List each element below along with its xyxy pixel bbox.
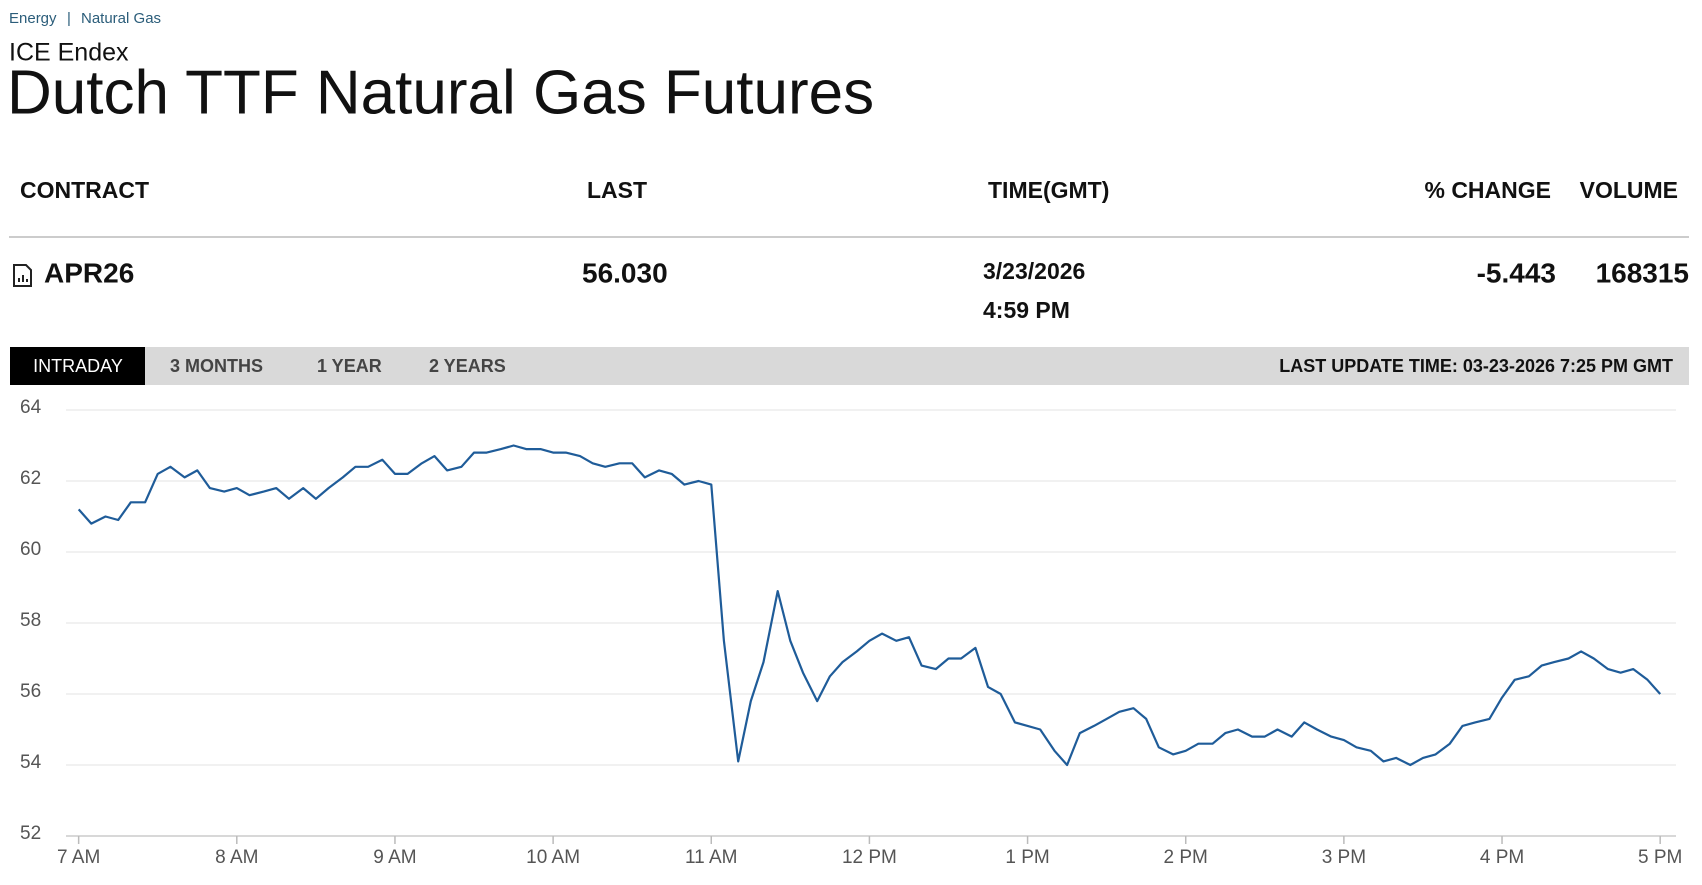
x-tick-label: 10 AM (526, 847, 580, 868)
y-tick-label: 56 (20, 681, 41, 702)
x-tick-label: 1 PM (1005, 847, 1049, 868)
last-update: LAST UPDATE TIME: 03-23-2026 7:25 PM GMT (1279, 356, 1673, 376)
chart: 52 54 56 58 60 62 64 7 AM 8 AM 9 AM 10 AM 11 AM 12 P… (20, 397, 1682, 868)
active-tab[interactable] (10, 347, 145, 385)
percent-change: -5.443 (1477, 257, 1556, 288)
y-tick-label: 52 (20, 823, 41, 844)
x-tick-label: 7 AM (57, 847, 100, 868)
x-tick-label: 8 AM (215, 847, 258, 868)
x-tick-label: 12 PM (842, 847, 897, 868)
contract-icon[interactable] (13, 264, 32, 287)
breadcrumb-separator: | (67, 10, 71, 27)
column-header: LAST (587, 177, 647, 203)
column-header: % CHANGE (1424, 177, 1551, 203)
tab-bar (10, 347, 1689, 385)
y-tick-label: 64 (20, 397, 42, 418)
last-price: 56.030 (582, 257, 668, 288)
tab[interactable]: 3 MONTHS (170, 356, 263, 376)
y-tick-label: 58 (20, 610, 41, 631)
column-header: CONTRACT (20, 177, 149, 203)
x-tick-label: 2 PM (1164, 847, 1208, 868)
tab[interactable]: 1 YEAR (317, 356, 382, 376)
contract[interactable]: APR26 (44, 257, 134, 288)
time-date: 3/23/2026 (983, 258, 1085, 284)
column-header: VOLUME (1580, 177, 1678, 203)
column-header: TIME(GMT) (988, 177, 1109, 203)
y-tick-label: 54 (20, 752, 42, 773)
tab[interactable]: INTRADAY (33, 356, 123, 376)
x-tick-label: 9 AM (373, 847, 416, 868)
y-tick-label: 62 (20, 468, 41, 489)
time-clock: 4:59 PM (983, 297, 1070, 323)
volume: 168315 (1596, 257, 1689, 288)
x-tick-label: 4 PM (1480, 847, 1524, 868)
tab[interactable]: 2 YEARS (429, 356, 506, 376)
price-line (77, 444, 1662, 767)
breadcrumb[interactable]: Natural Gas (81, 10, 161, 27)
x-tick-label: 11 AM (685, 847, 737, 868)
x-tick-label: 5 PM (1638, 847, 1682, 868)
y-tick-label: 60 (20, 539, 41, 560)
x-tick-label: 3 PM (1322, 847, 1366, 868)
page-title: Dutch TTF Natural Gas Futures (7, 58, 874, 127)
breadcrumb[interactable]: Energy (9, 10, 57, 27)
exchange: ICE Endex (9, 39, 129, 67)
